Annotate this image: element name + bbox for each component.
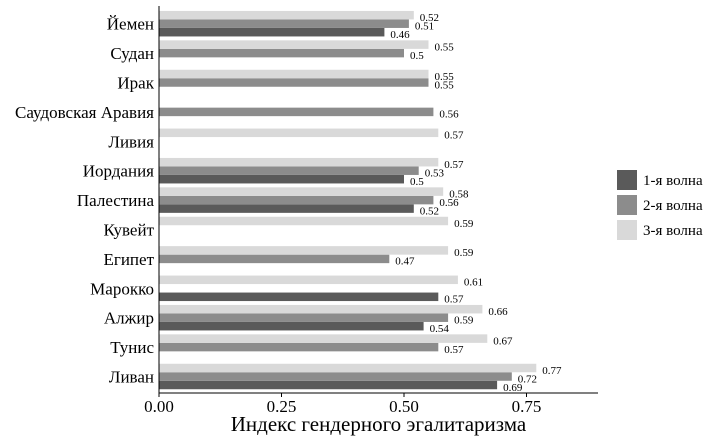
category-label: Палестина xyxy=(77,191,155,210)
x-tick-label: 0.25 xyxy=(267,397,297,416)
category-label: Тунис xyxy=(110,338,154,357)
bar-value-label: 0.55 xyxy=(435,79,455,91)
bar-value-label: 0.51 xyxy=(415,20,434,32)
bar-value-label: 0.66 xyxy=(488,306,508,318)
bar-value-label: 0.5 xyxy=(410,176,424,188)
category-label: Саудовская Аравия xyxy=(15,103,154,122)
bar-1-wave xyxy=(159,321,424,331)
bar-2-wave xyxy=(159,342,439,352)
bar-value-label: 0.59 xyxy=(454,218,474,230)
bar-1-wave xyxy=(159,204,414,213)
category-label: Ирак xyxy=(117,74,154,93)
bar-2-wave xyxy=(159,19,409,28)
x-tick-label: 0.50 xyxy=(389,397,419,416)
bar-value-label: 0.52 xyxy=(420,12,439,24)
bar-3-wave xyxy=(159,363,537,373)
category-label: Египет xyxy=(103,250,154,269)
bar-value-label: 0.56 xyxy=(439,197,459,209)
bar-value-label: 0.67 xyxy=(493,335,513,347)
bar-2-wave xyxy=(159,254,390,264)
bar-value-label: 0.57 xyxy=(444,294,464,306)
bar-1-wave xyxy=(159,27,385,37)
legend-label: 3-я волна xyxy=(643,223,703,239)
bar-value-label: 0.72 xyxy=(518,373,537,385)
bar-3-wave xyxy=(159,246,449,255)
category-label: Судан xyxy=(110,44,154,63)
bar-3-wave xyxy=(159,128,439,138)
bar-value-label: 0.58 xyxy=(449,188,469,200)
bar-3-wave xyxy=(159,157,439,167)
bar-2-wave xyxy=(159,195,434,205)
category-label: Кувейт xyxy=(103,221,154,240)
legend-swatch xyxy=(617,195,637,215)
x-axis-title: Индекс гендерного эгалитаризма xyxy=(231,412,527,436)
category-labels-layer: Йемен Судан Ирак Саудовская Аравия Ливия Иорд… xyxy=(15,15,155,387)
bar-value-label: 0.77 xyxy=(542,365,562,377)
bar-2-wave xyxy=(159,372,512,381)
value-labels-layer: 0.460.510.520.50.550.550.550.560.570.50.… xyxy=(390,12,562,394)
bar-value-label: 0.57 xyxy=(444,159,464,171)
bar-3-wave xyxy=(159,304,483,314)
bar-3-wave xyxy=(159,40,429,49)
legend-label: 2-я волна xyxy=(643,198,703,214)
bar-3-wave xyxy=(159,216,449,226)
bar-value-label: 0.53 xyxy=(425,167,445,179)
bar-2-wave xyxy=(159,107,434,117)
category-label: Йемен xyxy=(107,15,154,34)
bar-2-wave xyxy=(159,313,449,322)
bar-value-label: 0.57 xyxy=(444,130,464,142)
x-ticks-layer: 0.00 0.25 0.50 0.75 xyxy=(144,393,541,416)
category-label: Алжир xyxy=(104,309,154,328)
legend: 1-я волна 2-я волна 3-я волна xyxy=(617,170,703,240)
legend-label: 1-я волна xyxy=(643,173,703,189)
bar-value-label: 0.5 xyxy=(410,50,424,62)
bar-value-label: 0.54 xyxy=(430,323,450,335)
category-label: Ливан xyxy=(109,368,154,387)
bar-value-label: 0.61 xyxy=(464,277,483,289)
bar-value-label: 0.52 xyxy=(420,205,439,217)
bar-value-label: 0.69 xyxy=(503,382,523,394)
bar-1-wave xyxy=(159,380,498,390)
bars-layer xyxy=(159,10,537,390)
category-label: Ливия xyxy=(108,132,154,151)
x-tick-label: 0.75 xyxy=(512,397,542,416)
legend-swatch xyxy=(617,170,637,190)
bar-value-label: 0.56 xyxy=(439,109,459,121)
bar-value-label: 0.55 xyxy=(435,41,455,53)
bar-3-wave xyxy=(159,69,429,79)
x-tick-label: 0.00 xyxy=(144,397,174,416)
bar-value-label: 0.55 xyxy=(435,71,455,83)
bar-value-label: 0.47 xyxy=(395,256,415,268)
bar-2-wave xyxy=(159,78,429,87)
category-label: Марокко xyxy=(90,279,154,298)
bar-2-wave xyxy=(159,166,419,175)
bar-3-wave xyxy=(159,334,488,343)
bar-3-wave xyxy=(159,10,414,20)
bar-3-wave xyxy=(159,187,444,196)
category-label: Иордания xyxy=(83,162,154,181)
bar-value-label: 0.59 xyxy=(454,314,474,326)
bar-value-label: 0.57 xyxy=(444,344,464,356)
bar-1-wave xyxy=(159,174,404,184)
bar-1-wave xyxy=(159,292,439,302)
bar-2-wave xyxy=(159,48,404,58)
bar-value-label: 0.59 xyxy=(454,247,474,259)
bar-value-label: 0.46 xyxy=(390,29,410,41)
legend-swatch xyxy=(617,220,637,240)
bar-3-wave xyxy=(159,275,458,285)
